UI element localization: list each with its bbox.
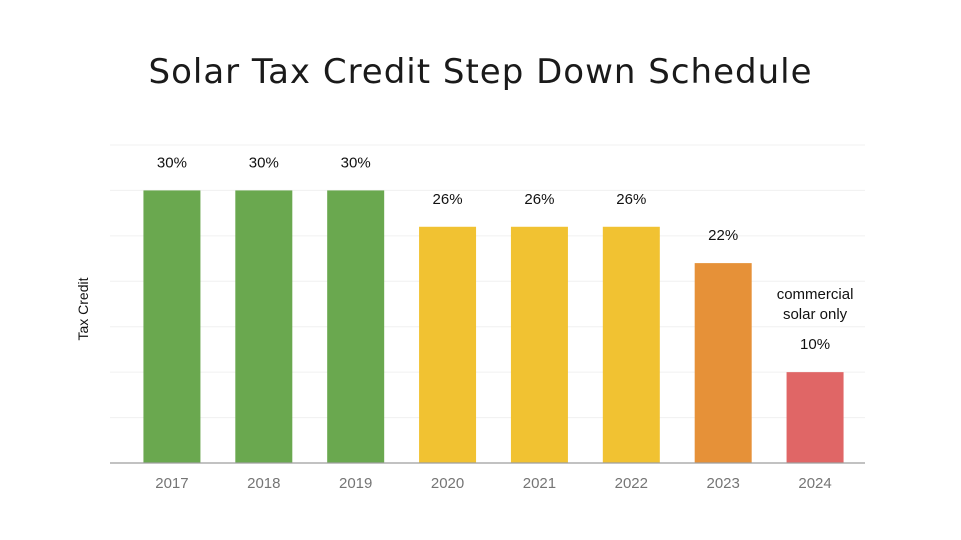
x-tick-label: 2017 [155, 475, 188, 492]
x-tick-label: 2019 [339, 475, 372, 492]
y-axis-label: Tax Credit [75, 277, 91, 340]
data-label: 26% [616, 191, 646, 208]
bar-2022 [602, 226, 660, 463]
x-tick-label: 2020 [431, 475, 464, 492]
annotations: commercial solar only [777, 286, 854, 323]
bar-2023 [694, 263, 752, 463]
x-tick-label: 2018 [247, 475, 280, 492]
data-label: 26% [433, 191, 463, 208]
x-tick-label: 2021 [523, 475, 556, 492]
data-label: 30% [157, 154, 187, 171]
bar-2017 [143, 190, 201, 463]
annotation-line: commercial [777, 286, 854, 303]
data-label: 30% [341, 154, 371, 171]
chart-title: Solar Tax Credit Step Down Schedule [148, 52, 813, 92]
bar-2018 [235, 190, 293, 463]
data-label: 30% [249, 154, 279, 171]
annotation-line: solar only [783, 306, 848, 323]
x-tick-labels: 2017 2018 2019 2020 2021 2022 2023 2024 [155, 475, 832, 492]
data-labels: 30% 30% 30% 26% 26% 26% 22% 10% [157, 154, 830, 353]
x-tick-label: 2023 [707, 475, 740, 492]
x-tick-label: 2022 [615, 475, 648, 492]
gridlines [110, 144, 865, 419]
bar-2024 [786, 372, 844, 463]
data-label: 26% [524, 191, 554, 208]
bar-2021 [510, 226, 568, 463]
data-label: 22% [708, 227, 738, 244]
x-tick-label: 2024 [798, 475, 831, 492]
bar-2019 [327, 190, 385, 463]
bars [143, 190, 844, 463]
data-label: 10% [800, 336, 830, 353]
bar-2020 [419, 226, 477, 463]
